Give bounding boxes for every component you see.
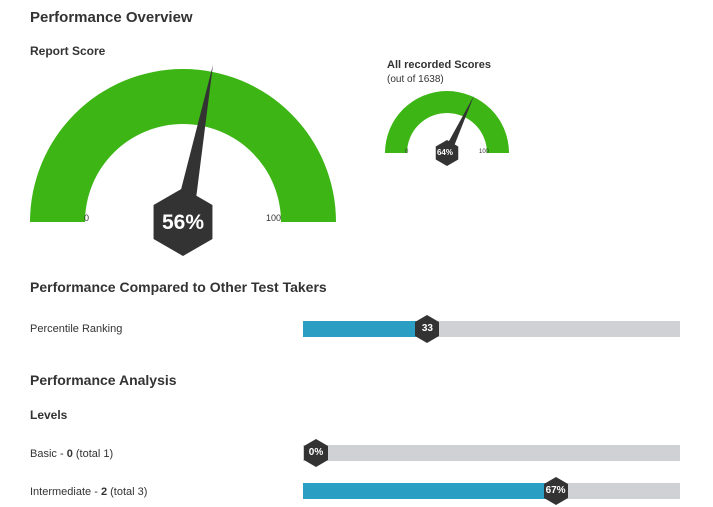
- all-scores-gauge: 0 100 64%: [385, 88, 515, 168]
- all-scores-min-label: 0: [405, 149, 409, 155]
- all-scores-max-label: 100: [479, 149, 490, 155]
- percentile-value: 33: [421, 323, 433, 334]
- all-scores-title: All recorded Scores: [387, 59, 491, 71]
- report-score-gauge-arc: [30, 69, 336, 222]
- report-score-needle: [173, 64, 213, 224]
- level-basic-label: Basic - 0 (total 1): [30, 448, 114, 460]
- level-intermediate-label: Intermediate - 2 (total 3): [30, 486, 148, 498]
- level-intermediate-name: Intermediate: [30, 486, 92, 498]
- all-scores-value: 64%: [436, 148, 453, 157]
- all-scores-needle: [443, 95, 475, 155]
- percentile-marker: 33: [414, 315, 440, 343]
- comparison-title: Performance Compared to Other Test Taker…: [30, 279, 327, 295]
- level-basic-marker: 0%: [303, 439, 329, 467]
- report-score-gauge: 0 100 56%: [30, 58, 340, 258]
- level-basic-total: (total 1): [75, 448, 114, 460]
- level-intermediate-bar: 67%: [303, 477, 680, 505]
- level-intermediate-score: 2: [100, 486, 108, 498]
- report-score-value: 56%: [161, 211, 205, 234]
- level-basic-bar: 0%: [303, 439, 680, 467]
- percentile-bar-fill: [303, 321, 428, 337]
- levels-label: Levels: [30, 408, 68, 422]
- level-intermediate-bar-fill: [303, 483, 556, 499]
- percentile-ranking-label: Percentile Ranking: [30, 323, 123, 335]
- all-scores-hex: [435, 140, 459, 166]
- report-score-min-label: 0: [84, 213, 90, 223]
- performance-analysis-title: Performance Analysis: [30, 372, 177, 388]
- level-intermediate-marker: 67%: [543, 477, 569, 505]
- report-score-label: Report Score: [30, 44, 106, 58]
- all-scores-gauge-arc: [385, 91, 509, 153]
- all-scores-gauge-svg: [385, 91, 509, 166]
- level-intermediate-total: (total 3): [110, 486, 148, 498]
- level-basic-name: Basic: [30, 448, 57, 460]
- all-scores-subtitle: (out of 1638): [387, 74, 444, 85]
- percentile-bar: 33: [303, 315, 680, 343]
- level-basic-value: 0%: [308, 447, 324, 458]
- level-basic-score: 0: [66, 448, 73, 460]
- report-score-gauge-svg: [30, 64, 336, 256]
- report-score-max-label: 100: [266, 213, 282, 223]
- performance-overview-title: Performance Overview: [30, 9, 193, 26]
- report-score-hex: [153, 188, 213, 256]
- level-intermediate-value: 67%: [545, 485, 566, 496]
